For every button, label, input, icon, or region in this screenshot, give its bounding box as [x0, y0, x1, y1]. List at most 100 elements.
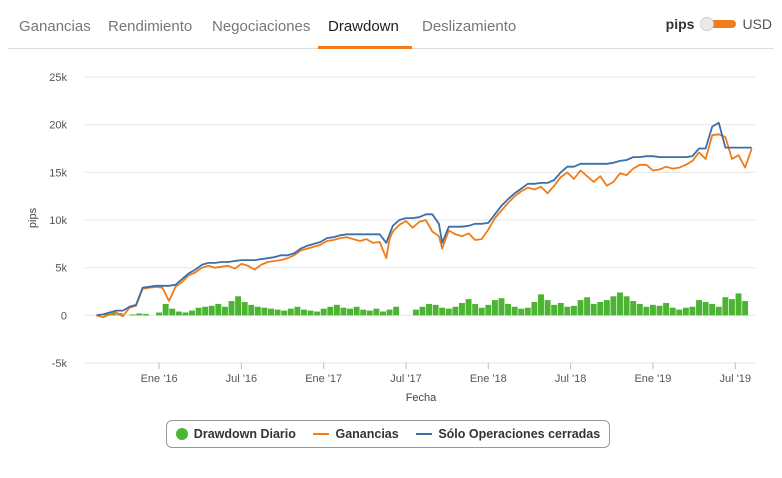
drawdown-column [327, 306, 334, 316]
drawdown-column [511, 306, 518, 316]
drawdown-column [696, 300, 702, 316]
y-tick-label: 20k [49, 120, 67, 132]
drawdown-column [221, 306, 228, 316]
drawdown-column [142, 313, 149, 316]
drawdown-column [347, 308, 353, 316]
x-axis-title: Fecha [406, 392, 437, 404]
drawdown-column [360, 309, 367, 316]
drawdown-column [366, 310, 373, 316]
drawdown-column [551, 304, 558, 316]
drawdown-column [702, 302, 709, 316]
drawdown-column [498, 298, 505, 316]
drawdown-column [228, 301, 235, 316]
drawdown-column [663, 302, 670, 316]
drawdown-column [393, 306, 400, 316]
x-tick-label: Ene '17 [305, 373, 342, 385]
drawdown-column [722, 297, 729, 316]
drawdown-column [169, 308, 176, 316]
switch-knob[interactable] [700, 17, 715, 31]
drawdown-column [274, 309, 281, 316]
drawdown-column [412, 309, 419, 316]
drawdown-column [524, 307, 531, 316]
drawdown-column [643, 306, 650, 316]
drawdown-column [175, 311, 182, 316]
y-tick-label: 25k [49, 72, 67, 84]
drawdown-column [452, 306, 459, 316]
drawdown-column [156, 312, 163, 316]
drawdown-column [373, 308, 380, 316]
y-axis-ticks: -5k 0 5k 10k 15k 20k 25k [49, 72, 67, 370]
drawdown-column [162, 303, 169, 316]
drawdown-column [715, 306, 722, 316]
drawdown-column [320, 308, 327, 316]
tab-drawdown[interactable]: Drawdown [328, 18, 399, 35]
drawdown-column [333, 304, 340, 316]
toggle-label-usd[interactable]: USD [742, 16, 772, 32]
drawdown-column [610, 296, 617, 316]
legend-drawdown-label: Drawdown Diario [193, 427, 296, 441]
drawdown-column [189, 310, 195, 316]
drawdown-column [728, 299, 735, 316]
drawdown-column [287, 308, 294, 316]
legend-cerradas-marker [416, 433, 433, 435]
legend-drawdown[interactable]: Drawdown Diario [175, 427, 296, 441]
drawdown-column [235, 296, 242, 316]
drawdown-column [636, 303, 643, 316]
drawdown-column [294, 306, 301, 316]
drawdown-column [136, 313, 143, 316]
tab-ganancias[interactable]: Ganancias [19, 18, 91, 35]
x-axis-ticks: Ene '16 Jul '16 Ene '17 Jul '17 Ene '18 Jul '… [141, 363, 751, 385]
drawdown-column [353, 306, 360, 316]
drawdown-column [314, 311, 321, 316]
drawdown-column [617, 292, 623, 316]
drawdown-column [300, 309, 307, 316]
legend-ganancias-label: Ganancias [335, 427, 399, 441]
tab-negociaciones[interactable]: Negociaciones [212, 18, 311, 35]
unit-toggle: pips USD [666, 14, 772, 34]
drawdown-column [426, 303, 433, 316]
legend-cerradas-label: Sólo Operaciones cerradas [438, 427, 601, 441]
drawdown-chart: -5k 0 5k 10k 15k 20k 25k Ene '16 Jul '16 Ene '17… [27, 72, 755, 404]
drawdown-column [340, 307, 347, 316]
drawdown-column [570, 305, 577, 316]
drawdown-column [215, 303, 222, 316]
drawdown-column [531, 302, 538, 316]
y-axis-title: pips [27, 207, 39, 228]
drawdown-column [182, 312, 189, 316]
drawdown-column [386, 309, 393, 316]
drawdown-column [307, 310, 314, 316]
drawdown-column [261, 307, 268, 316]
cerradas-line [96, 121, 752, 317]
y-tick-label: -5k [52, 358, 68, 370]
toggle-label-pips[interactable]: pips [665, 16, 695, 32]
unit-switch[interactable] [700, 17, 737, 31]
x-tick-label: Jul '16 [226, 373, 257, 385]
drawdown-column [577, 300, 584, 316]
x-tick-label: Jul '18 [555, 373, 586, 385]
drawdown-column [419, 306, 426, 316]
drawdown-column [379, 311, 386, 316]
drawdown-column [491, 300, 498, 316]
legend-cerradas[interactable]: Sólo Operaciones cerradas [416, 427, 600, 441]
x-tick-label: Jul '19 [720, 373, 751, 385]
legend-drawdown-marker [175, 428, 188, 440]
drawdown-column [439, 307, 446, 316]
drawdown-column [465, 299, 472, 316]
drawdown-column [241, 302, 248, 316]
ganancias-line [96, 133, 753, 319]
drawdown-column [202, 306, 209, 316]
tab-bar: Ganancias Rendimiento Negociaciones Draw… [0, 0, 782, 49]
drawdown-column [254, 306, 261, 316]
drawdown-column [485, 304, 492, 316]
drawdown-column [505, 303, 512, 316]
drawdown-column [557, 302, 564, 316]
legend-ganancias[interactable]: Ganancias [313, 427, 399, 441]
tab-rendimiento[interactable]: Rendimiento [108, 18, 193, 35]
drawdown-column [676, 309, 683, 316]
switch-track [704, 20, 737, 28]
y-tick-label: 5k [55, 263, 67, 275]
drawdown-column [590, 303, 597, 316]
drawdown-column [689, 306, 696, 316]
tab-deslizamiento[interactable]: Deslizamiento [422, 18, 517, 35]
drawdown-column [538, 294, 544, 316]
